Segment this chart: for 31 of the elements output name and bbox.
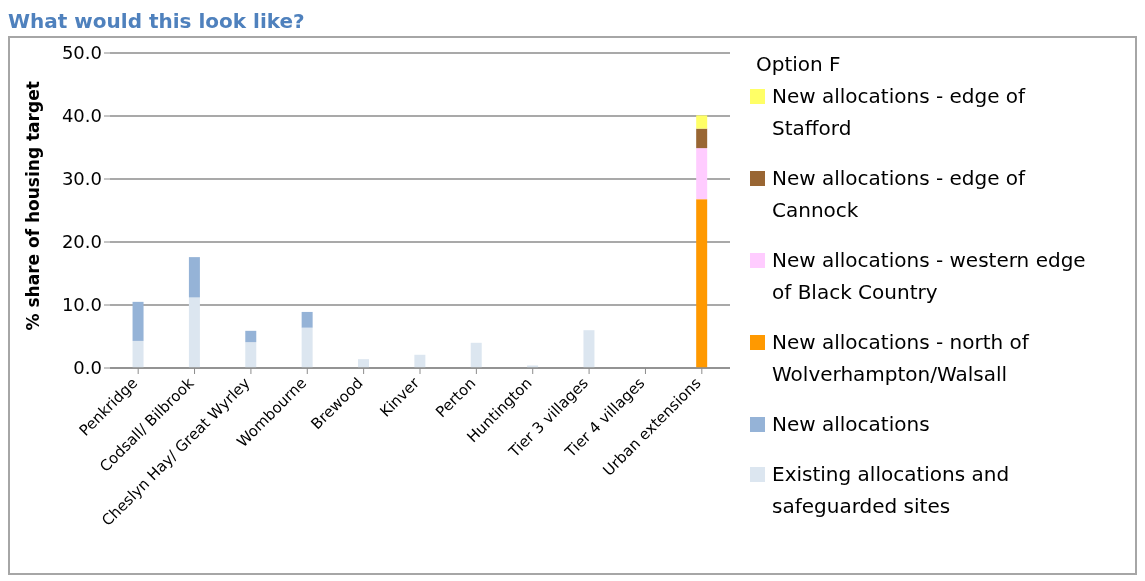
bar [696,148,708,200]
bar [301,311,313,328]
bar [414,354,426,368]
bar [696,128,708,149]
bar [188,297,200,368]
bar [696,115,708,129]
bar [245,330,257,343]
bar [583,330,595,368]
bar [470,342,482,368]
legend-label: New allocations [772,411,930,438]
y-tick-label: 10.0 [61,294,102,316]
legend-label: New allocations - western edge of Black Country [772,247,1087,306]
y-axis-title: % share of housing target [23,81,44,331]
legend-label: Existing allocations and safeguarded sites [772,461,1011,520]
bar [245,342,257,368]
bar [132,301,144,341]
legend-label: New allocations - edge of Stafford [772,83,1027,142]
legend-title: Option F [756,52,842,76]
bar [188,257,200,298]
bar [301,327,313,368]
legend-label: New allocations - edge of Cannock [772,165,1027,224]
y-tick-label: 40.0 [61,105,102,127]
legend-label: New allocations - north of Wolverhampton/Walsall [772,329,1031,388]
y-tick-label: 20.0 [61,231,102,253]
chart-title: What would this look like? [8,8,306,34]
bar [358,359,369,368]
y-tick-label: 30.0 [61,168,102,190]
bar [696,199,708,368]
y-tick-label: 0.0 [73,357,102,379]
y-tick-label: 50.0 [61,42,102,64]
bar [132,340,144,368]
